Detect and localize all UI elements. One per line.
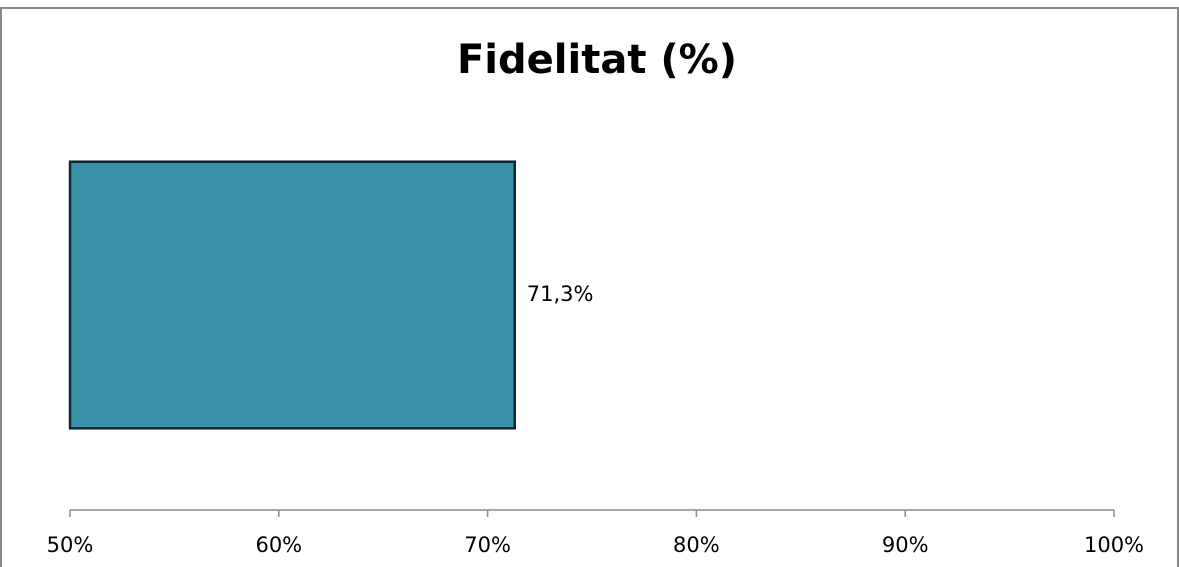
x-tick-label: 60% [255, 533, 302, 557]
value-label: 71,3% [527, 282, 594, 306]
x-tick-label: 50% [47, 533, 94, 557]
x-tick-label: 70% [464, 533, 511, 557]
x-tick-label: 80% [673, 533, 720, 557]
bar [68, 160, 516, 430]
chart-title: Fidelitat (%) [457, 37, 737, 83]
x-tick-label: 100% [1084, 533, 1144, 557]
x-tick-label: 90% [882, 533, 929, 557]
